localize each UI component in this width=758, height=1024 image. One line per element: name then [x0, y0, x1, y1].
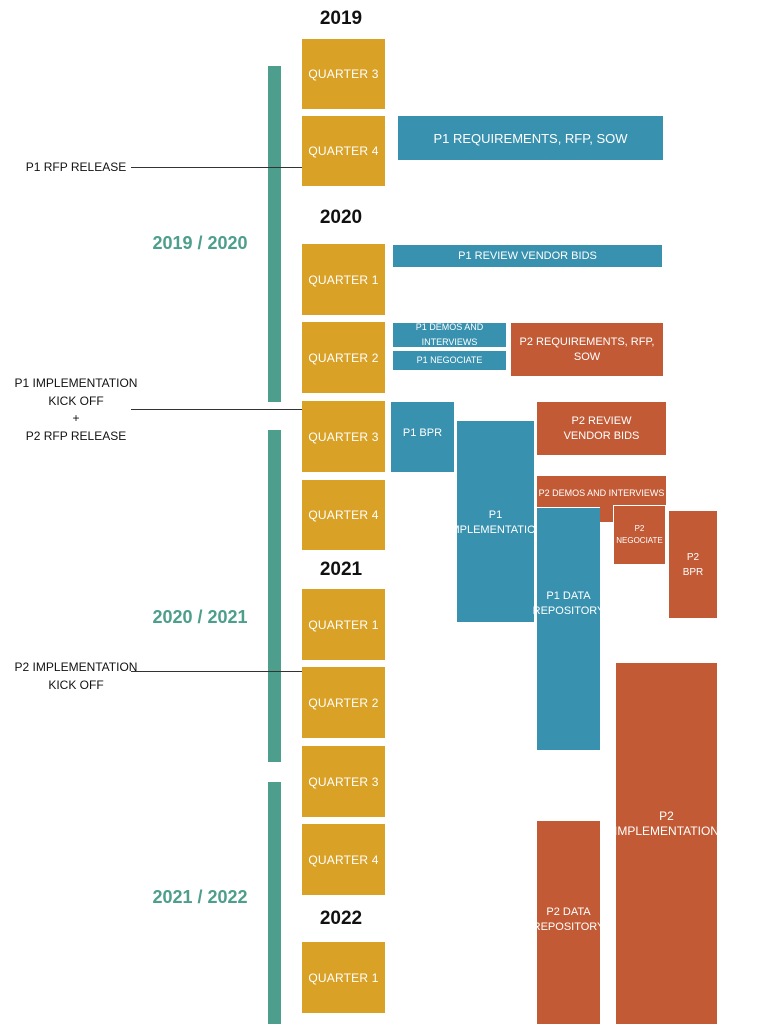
task-p2-review-vendor-bids: P2 REVIEW VENDOR BIDS [536, 401, 667, 456]
task-label: REPOSITORY [532, 605, 605, 617]
quarter-block: QUARTER 1 [302, 589, 385, 660]
task-p2-implementation: P2 IMPLEMENTATION [614, 662, 719, 1024]
task-label: VENDOR BIDS [563, 429, 640, 442]
task-p2-demos-interviews: P2 DEMOS AND INTERVIEWS [536, 475, 667, 508]
task-p1-demos-interviews: P1 DEMOS AND INTERVIEWS [392, 322, 507, 348]
quarter-block: QUARTER 4 [302, 480, 385, 550]
task-label: P1 [488, 509, 503, 521]
period-label-2021-2022: 2021 / 2022 [152, 887, 248, 907]
task-label: P2 [659, 809, 674, 823]
task-label: NEGOCIATE [616, 536, 663, 545]
task-label: REPOSITORY [532, 921, 605, 933]
task-label: P2 [634, 524, 645, 533]
task-p2-negociate: P2 NEGOCIATE [613, 505, 666, 565]
period-bar-2021-2022 [268, 782, 281, 1024]
period-bar-2020-2021 [268, 430, 281, 762]
task-label: P2 REVIEW [571, 414, 632, 427]
quarter-block: QUARTER 4 [302, 824, 385, 895]
milestone-label: P1 RFP RELEASE [25, 160, 127, 174]
milestone-line [131, 671, 302, 672]
milestone-label: KICK OFF [48, 393, 104, 408]
task-label: P2 DEMOS AND INTERVIEWS [538, 488, 665, 498]
quarter-block: QUARTER 2 [302, 322, 385, 393]
year-heading-2021: 2021 [319, 559, 363, 580]
task-p1-negociate: P1 NEGOCIATE [392, 350, 507, 371]
task-label: IMPLEMENTATION [614, 824, 719, 838]
task-label: IMPLEMENTATION [447, 524, 544, 536]
year-heading-2020: 2020 [319, 207, 363, 228]
task-label: P1 DEMOS AND INTERVIEWS [415, 322, 484, 347]
quarter-block: QUARTER 1 [302, 244, 385, 315]
quarter-block: QUARTER 3 [302, 401, 385, 472]
task-p1-data-repository: P1 DATA REPOSITORY [533, 505, 604, 751]
task-p2-connector [600, 505, 615, 522]
task-label: P1 BPR [402, 427, 443, 439]
year-heading-2019: 2019 [319, 8, 363, 29]
task-p2-bpr: P2 BPR [668, 510, 718, 619]
task-p1-bpr: P1 BPR [390, 401, 455, 473]
milestone-plus: + [72, 411, 80, 425]
year-heading-2022: 2022 [319, 908, 363, 929]
milestone-p2-implementation: P2 IMPLEMENTATION KICK OFF [0, 659, 152, 694]
task-label: P1 REQUIREMENTS, RFP, SOW [433, 130, 628, 146]
milestone-label: P2 IMPLEMENTATION [14, 660, 138, 674]
task-label: P1 REVIEW VENDOR BIDS [458, 249, 597, 262]
quarter-block: QUARTER 4 [302, 116, 385, 186]
milestone-p1-implementation-p2-rfp: P1 IMPLEMENTATION KICK OFF + P2 RFP RELE… [0, 375, 152, 445]
quarter-block: QUARTER 2 [302, 667, 385, 738]
milestone-line [131, 167, 302, 168]
task-p1-requirements: P1 REQUIREMENTS, RFP, SOW [397, 115, 664, 161]
milestone-p1-rfp-release: P1 RFP RELEASE [0, 159, 152, 177]
quarter-block: QUARTER 3 [302, 39, 385, 109]
task-p2-requirements: P2 REQUIREMENTS, RFP, SOW [510, 322, 664, 377]
task-p1-review-vendor-bids: P1 REVIEW VENDOR BIDS [392, 244, 663, 268]
task-label: P2 [686, 551, 700, 563]
milestone-label: P1 IMPLEMENTATION [14, 376, 138, 390]
task-label: P2 DATA [546, 906, 591, 918]
task-label: P2 REQUIREMENTS, RFP, SOW [519, 335, 655, 363]
task-label: P1 DATA [546, 590, 591, 602]
milestone-line [131, 409, 302, 410]
task-label: P1 NEGOCIATE [416, 355, 483, 365]
quarter-block: QUARTER 3 [302, 746, 385, 817]
task-p2-data-repository: P2 DATA REPOSITORY [533, 820, 604, 1024]
period-label-2019-2020: 2019 / 2020 [152, 233, 248, 253]
period-label-2020-2021: 2020 / 2021 [152, 607, 248, 627]
task-p1-implementation: P1 IMPLEMENTATION [447, 420, 544, 623]
milestone-label: P2 RFP RELEASE [25, 428, 127, 443]
task-label: BPR [682, 566, 704, 578]
milestone-label: KICK OFF [48, 677, 104, 692]
period-bar-2019-2020 [268, 66, 281, 402]
quarter-block: QUARTER 1 [302, 942, 385, 1013]
